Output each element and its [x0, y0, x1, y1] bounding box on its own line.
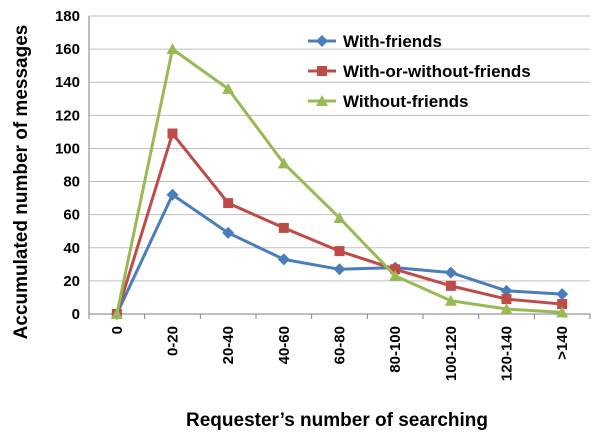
data-point [222, 82, 235, 94]
data-point [500, 303, 513, 315]
data-point [223, 198, 234, 209]
series-without-friends [110, 43, 569, 319]
legend-entry: Without-friends [308, 92, 468, 111]
data-point [278, 222, 289, 233]
y-tick-label: 20 [63, 273, 80, 290]
x-tick-label: 80-100 [387, 326, 404, 373]
data-point [277, 253, 290, 266]
y-axis-title: Accumulated number of messages [11, 25, 32, 340]
data-point [166, 188, 179, 201]
x-tick-label: 120-140 [499, 326, 516, 381]
x-tick-label: 40-60 [276, 326, 293, 364]
x-tick-label: >140 [554, 326, 571, 360]
y-tick-label: 140 [55, 74, 80, 91]
y-tick-label: 160 [55, 41, 80, 58]
data-point [334, 246, 345, 257]
y-tick-label: 180 [55, 8, 80, 25]
data-point [389, 269, 402, 281]
data-point [110, 308, 123, 319]
y-tick-label: 80 [63, 174, 80, 191]
legend-label: With-friends [343, 32, 442, 51]
legend-label: With-or-without-friends [343, 62, 531, 81]
x-tick-label: 60-80 [332, 326, 349, 364]
data-point [556, 306, 569, 318]
legend: With-friends With-or-without-friends Witho… [308, 32, 531, 111]
x-tick-label: 20-40 [220, 326, 237, 364]
data-point [556, 288, 569, 301]
data-point [444, 266, 457, 279]
series-with-or-without-friends [111, 128, 568, 319]
data-point [390, 264, 401, 275]
legend-marker [316, 35, 328, 47]
data-point [444, 294, 457, 306]
x-tick-label: 0 [109, 326, 126, 334]
data-point [166, 43, 179, 55]
y-tick-labels: 0 20 40 60 80 100 120 140 160 180 [55, 8, 80, 323]
x-tick-label: 100-120 [443, 326, 460, 381]
x-axis-title: Requester’s number of searching [186, 410, 488, 431]
legend-entry: With-or-without-friends [308, 62, 531, 81]
data-point [333, 211, 346, 223]
data-point [445, 280, 456, 291]
data-point [500, 284, 513, 297]
y-tick-label: 40 [63, 240, 80, 257]
gridlines [89, 15, 590, 282]
y-tick-label: 120 [55, 107, 80, 124]
legend-label: Without-friends [343, 92, 468, 111]
data-point [557, 299, 568, 310]
y-tick-label: 60 [63, 207, 80, 224]
y-tick-label: 100 [55, 140, 80, 157]
data-point [501, 294, 512, 305]
data-point [277, 157, 290, 169]
series-lines [110, 43, 569, 320]
legend-marker [316, 95, 328, 106]
data-point [333, 263, 346, 276]
legend-entry: With-friends [308, 32, 442, 51]
x-tick-label: 0-20 [165, 326, 182, 356]
data-point [222, 226, 235, 239]
y-tick-label: 0 [72, 306, 80, 323]
x-tick-labels: 0 0-20 20-40 40-60 60-80 80-100 100-120 120-140… [109, 326, 571, 381]
legend-marker [317, 66, 327, 76]
data-point [167, 128, 178, 139]
